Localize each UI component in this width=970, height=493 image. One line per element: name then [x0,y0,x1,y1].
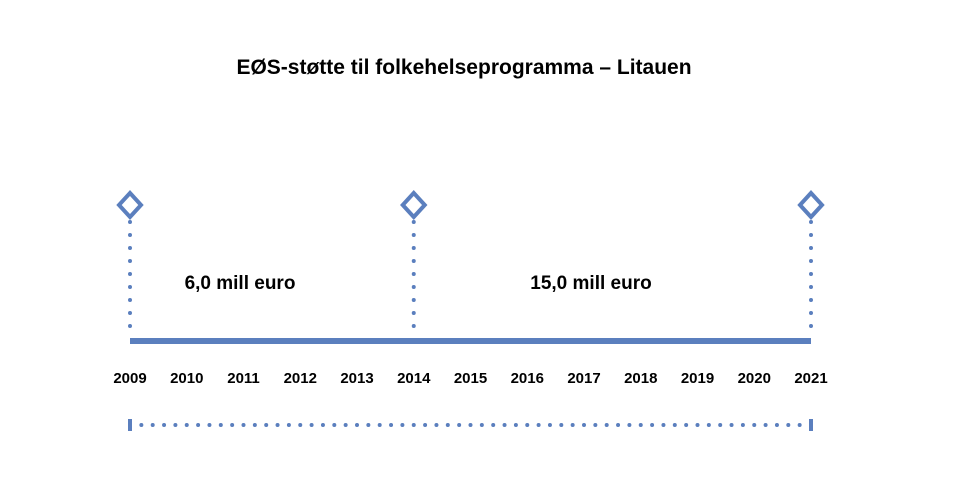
span-start-cap [128,419,132,431]
period-label-2014-2021: 15,0 mill euro [530,273,652,294]
diamond-marker-icon-2009 [116,190,144,220]
year-label-2010: 2010 [170,370,204,387]
year-label-2017: 2017 [567,370,601,387]
period-label-2009-2014: 6,0 mill euro [184,273,296,294]
diagram-title: EØS-støtte til folkehelseprogramma – Lit… [236,56,692,79]
year-label-2021: 2021 [794,370,828,387]
diamond-marker-icon-2021 [797,190,825,220]
year-label-2016: 2016 [510,370,544,387]
year-label-2014: 2014 [397,370,431,387]
year-label-2019: 2019 [680,370,715,387]
year-label-2009: 2009 [113,370,147,387]
year-label-2020: 2020 [737,370,771,387]
diamond-marker-icon-2014 [400,190,428,220]
year-label-2015: 2015 [453,370,488,387]
year-label-2013: 2013 [340,370,374,387]
year-label-2018: 2018 [624,370,658,387]
year-label-2012: 2012 [283,370,317,387]
year-label-2011: 2011 [227,370,260,387]
span-end-cap [809,419,813,431]
